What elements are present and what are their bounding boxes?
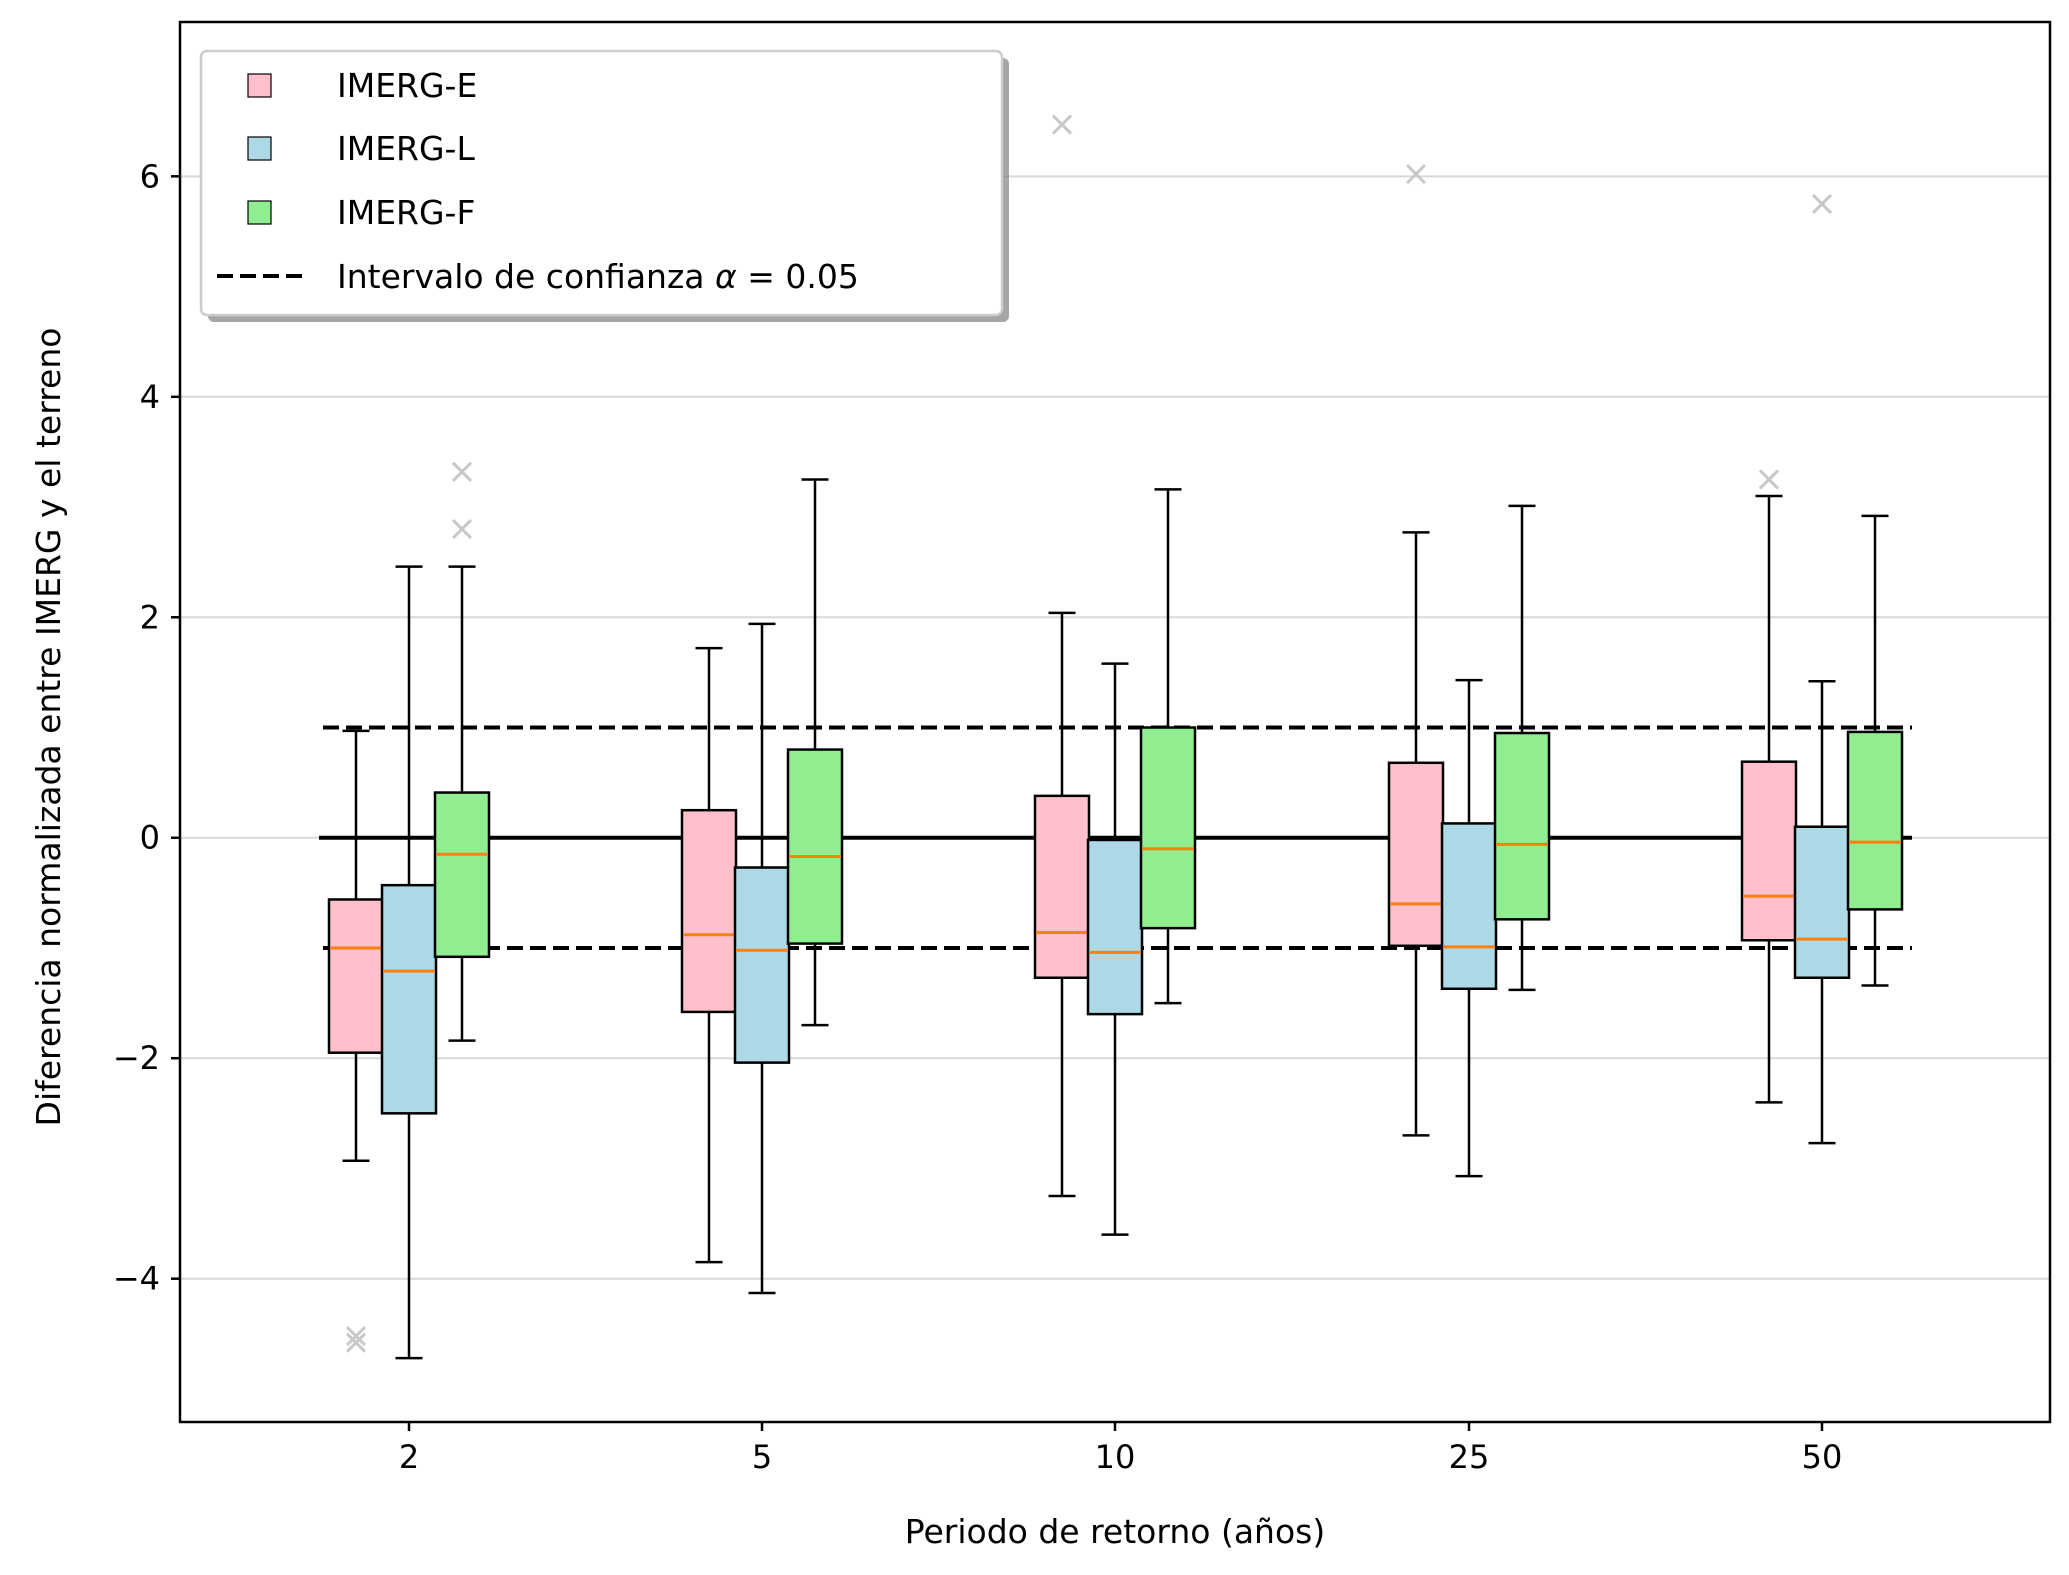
box-imerg-e-5 [680, 646, 738, 1264]
box-iqr [1793, 825, 1851, 979]
legend-swatch-imerg-e [247, 73, 272, 98]
box-imerg-f-5 [786, 478, 844, 1027]
box-iqr [1846, 730, 1904, 911]
box-iqr [327, 898, 385, 1054]
outlier-stroke [1051, 114, 1073, 135]
outlier-marker [345, 1332, 367, 1353]
box-imerg-e-10 [1033, 114, 1091, 1198]
x-tick-label: 2 [399, 1438, 419, 1476]
box-iqr [1086, 838, 1144, 1016]
outlier-marker [451, 519, 473, 540]
box-iqr [786, 748, 844, 945]
x-tick-label: 25 [1449, 1438, 1490, 1476]
box-iqr [433, 791, 491, 959]
box-imerg-l-10 [1086, 662, 1144, 1236]
box-iqr [1387, 761, 1445, 948]
box-imerg-f-10 [1139, 488, 1197, 1005]
box-imerg-l-25 [1440, 678, 1498, 1178]
box-iqr [1139, 726, 1197, 930]
legend-label-imerg-e: IMERG-E [337, 66, 477, 105]
outlier-stroke [451, 461, 473, 482]
y-tick-label: −4 [113, 1260, 160, 1298]
outlier-marker [1405, 164, 1427, 185]
legend-alpha-symbol: α [715, 257, 737, 296]
box-iqr [380, 883, 438, 1115]
outlier-marker [1051, 114, 1073, 135]
x-axis-title: Periodo de retorno (años) [905, 1512, 1325, 1551]
legend-label-imerg-l: IMERG-L [337, 129, 475, 168]
y-axis-title: Diferencia normalizada entre IMERG y el … [29, 328, 68, 1127]
y-tick-label: 2 [140, 598, 160, 636]
box-imerg-l-2 [380, 565, 438, 1360]
box-iqr [1740, 760, 1798, 942]
legend-swatch-imerg-l [247, 136, 272, 161]
outlier-marker [1811, 193, 1833, 214]
box-iqr [733, 866, 791, 1064]
y-tick-label: −2 [113, 1039, 160, 1077]
outlier-marker [1758, 469, 1780, 490]
outlier-stroke [345, 1332, 367, 1353]
y-tick-label: 6 [140, 157, 160, 195]
box-imerg-f-50 [1846, 514, 1904, 987]
y-tick-label: 0 [140, 819, 160, 857]
legend: IMERG-E IMERG-L IMERG-F Intervalo de con… [199, 49, 1009, 322]
outlier-stroke [451, 519, 473, 540]
legend-alpha-value: = 0.05 [737, 257, 859, 296]
box-imerg-f-2 [433, 461, 491, 1042]
legend-ci-label: Intervalo de confianza [337, 257, 705, 296]
box-imerg-e-2 [327, 729, 385, 1353]
box-imerg-e-50 [1740, 469, 1798, 1104]
outlier-stroke [1758, 469, 1780, 490]
x-tick-label: 50 [1802, 1438, 1843, 1476]
y-tick-label: 4 [140, 378, 160, 416]
box-imerg-e-25 [1387, 164, 1445, 1137]
outlier-stroke [1405, 164, 1427, 185]
box-imerg-f-25 [1493, 504, 1551, 992]
box-imerg-l-50 [1793, 193, 1851, 1145]
legend-label-confidence-interval: Intervalo de confianza α = 0.05 [337, 257, 859, 296]
box-groups [327, 114, 1904, 1360]
outlier-stroke [1811, 193, 1833, 214]
outlier-marker [345, 1325, 367, 1347]
outlier-stroke [345, 1325, 367, 1347]
x-tick-label: 10 [1095, 1438, 1136, 1476]
x-tick-label: 5 [752, 1438, 772, 1476]
box-iqr [680, 808, 738, 1014]
box-iqr [1493, 731, 1551, 921]
legend-label-imerg-f: IMERG-F [337, 193, 475, 232]
legend-frame [199, 49, 1004, 317]
box-iqr [1440, 822, 1498, 991]
outlier-marker [451, 461, 473, 482]
legend-swatch-imerg-f [247, 200, 272, 225]
box-imerg-l-5 [733, 622, 791, 1295]
box-iqr [1033, 794, 1091, 979]
